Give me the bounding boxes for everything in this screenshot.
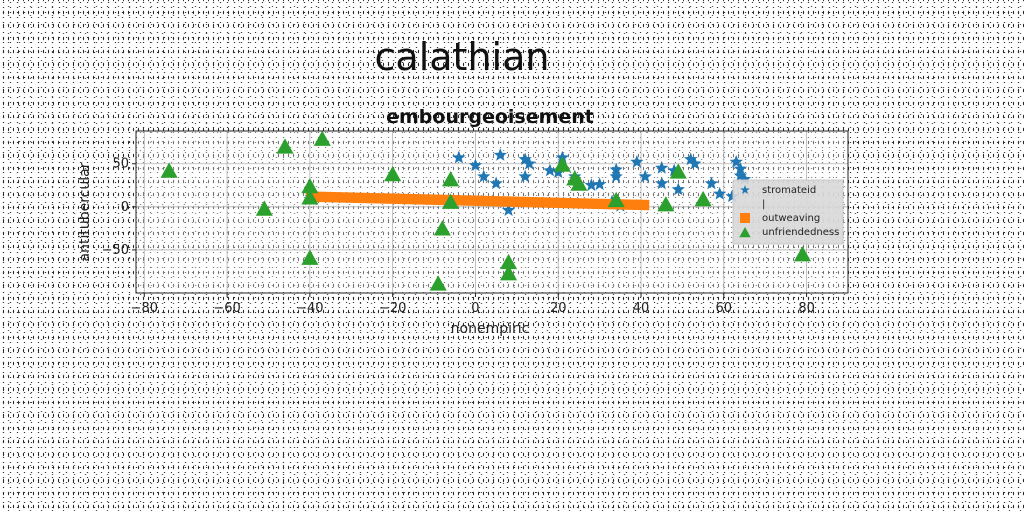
y-tick-label: 0 bbox=[121, 200, 129, 215]
scatter-point-star bbox=[713, 186, 727, 200]
scatter-point-triangle bbox=[607, 191, 625, 208]
series-unfriendedness bbox=[160, 130, 812, 291]
scatter-point-triangle bbox=[301, 178, 319, 194]
y-tick-label: −50 bbox=[102, 243, 129, 258]
scatter-point-triangle bbox=[442, 171, 460, 187]
scatter-point-triangle bbox=[669, 163, 687, 179]
scatter-point-triangle bbox=[301, 249, 319, 265]
x-tick-label: 40 bbox=[633, 301, 650, 316]
scatter-point-triangle bbox=[429, 275, 447, 291]
scatter-point-star bbox=[737, 172, 752, 185]
legend-box bbox=[732, 179, 844, 245]
scatter-point-star bbox=[522, 156, 536, 170]
chart-title: embourgeoisement bbox=[386, 106, 594, 128]
scatter-point-triangle bbox=[313, 130, 331, 146]
scatter-point-star bbox=[655, 176, 669, 190]
plot-frame bbox=[135, 130, 849, 294]
x-tick-label: 20 bbox=[550, 301, 567, 316]
legend-label: stromateid bbox=[762, 185, 816, 196]
scatter-point-star bbox=[688, 156, 702, 170]
scatter-point-star bbox=[630, 155, 644, 168]
scatter-point-star bbox=[543, 163, 557, 177]
scatter-point-star bbox=[489, 176, 503, 190]
scatter-point-star bbox=[655, 161, 669, 174]
legend-triangle-icon bbox=[739, 227, 751, 238]
x-tick-label: 80 bbox=[798, 301, 815, 316]
scatter-point-triangle bbox=[694, 190, 712, 207]
x-axis-label: nonempiric bbox=[451, 321, 530, 337]
scatter-point-triangle bbox=[570, 175, 588, 191]
scatter-point-star bbox=[704, 176, 719, 190]
scatter-point-star bbox=[518, 169, 532, 183]
legend-label: | bbox=[762, 199, 765, 210]
scatter-point-star bbox=[729, 155, 743, 168]
scatter-point-star bbox=[609, 169, 623, 183]
x-tick-label: −80 bbox=[131, 301, 158, 316]
scatter-point-triangle bbox=[276, 138, 294, 154]
x-tick-label: −20 bbox=[379, 301, 406, 316]
data-series bbox=[160, 130, 812, 291]
scatter-point-star bbox=[468, 158, 483, 172]
scatter-point-star bbox=[609, 162, 623, 176]
x-tick-label: 0 bbox=[471, 301, 479, 316]
scatter-point-triangle bbox=[442, 193, 460, 209]
scatter-point-star bbox=[477, 169, 491, 183]
scatter-point-triangle bbox=[500, 253, 518, 270]
y-axis-ticks: −50 0 50 bbox=[102, 157, 136, 258]
x-tick-label: 60 bbox=[716, 301, 733, 316]
legend-star-icon bbox=[740, 185, 750, 195]
x-axis-ticks: −80 −60 −40 −20 0 20 40 60 80 bbox=[131, 293, 815, 316]
scatter-point-triangle bbox=[553, 156, 571, 172]
scatter-point-star bbox=[725, 189, 739, 203]
legend-label: unfriendedness bbox=[762, 227, 839, 238]
chart-suptitle: calathian bbox=[375, 35, 550, 79]
scatter-point-star bbox=[671, 182, 685, 196]
scatter-point-star bbox=[493, 148, 507, 161]
series-outweaving bbox=[305, 191, 650, 211]
scatter-point-triangle bbox=[255, 200, 273, 216]
y-tick-label: 50 bbox=[112, 157, 129, 172]
scatter-point-triangle bbox=[384, 165, 402, 182]
legend-square-icon bbox=[740, 213, 750, 223]
x-tick-label: −60 bbox=[213, 301, 240, 316]
scatter-point-triangle bbox=[301, 189, 319, 205]
scatter-point-triangle bbox=[793, 246, 812, 262]
plot-area bbox=[136, 131, 848, 293]
scatter-point-star bbox=[501, 203, 516, 216]
x-tick-label: −40 bbox=[296, 301, 323, 316]
scatter-point-star bbox=[518, 152, 532, 166]
scatter-point-star bbox=[733, 168, 748, 182]
scatter-point-star bbox=[452, 150, 466, 164]
scatter-point-star bbox=[584, 178, 599, 191]
legend-label: outweaving bbox=[762, 213, 820, 224]
scatter-point-star bbox=[667, 163, 681, 177]
scatter-point-triangle bbox=[657, 196, 675, 212]
legend: stromateid | outweaving unfriendedness bbox=[732, 179, 844, 245]
y-axis-label: antitubercular bbox=[77, 162, 93, 261]
grid-lines bbox=[136, 131, 848, 293]
scatter-point-triangle bbox=[160, 162, 178, 178]
scatter-point-star bbox=[592, 177, 607, 191]
scatter-point-star bbox=[684, 152, 698, 166]
outweaving-band bbox=[305, 191, 650, 211]
scatter-point-star bbox=[638, 169, 652, 183]
scatter-point-star bbox=[733, 161, 748, 175]
scatter-point-triangle bbox=[500, 265, 518, 281]
scatter-point-triangle bbox=[433, 220, 451, 236]
